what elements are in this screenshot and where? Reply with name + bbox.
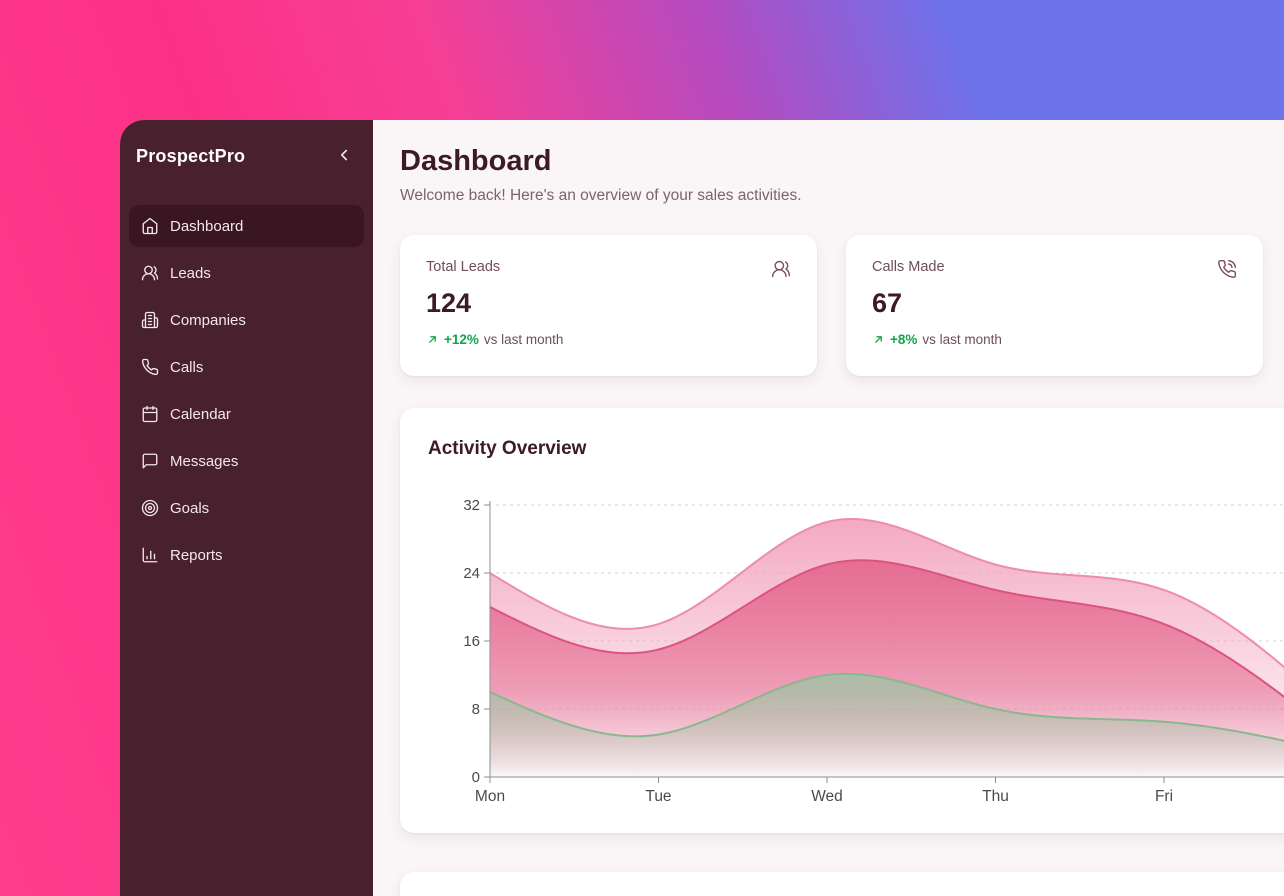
sidebar-item-goals[interactable]: Goals [129,487,364,529]
sidebar: ProspectPro Dashboard Leads Companies Ca… [120,120,373,896]
app-title: ProspectPro [136,146,246,166]
page-title: Dashboard [400,145,552,177]
stat-card-calls-made: Calls Made 67 +8% vs last month [846,235,1263,376]
svg-text:32: 32 [463,497,480,514]
trend-up-icon [426,333,439,346]
trend-percent: +8% [890,332,918,347]
svg-text:Wed: Wed [811,788,843,805]
users-icon [771,259,791,279]
phone-icon [141,358,159,376]
chart-title: Activity Overview [428,438,587,459]
sidebar-item-leads[interactable]: Leads [129,252,364,294]
sidebar-item-label: Reports [170,546,223,564]
sidebar-item-label: Goals [170,499,210,517]
trend-note: vs last month [922,332,1002,347]
stats-row: Total Leads 124 +12% vs last month Calls… [400,235,1263,376]
sidebar-item-label: Leads [170,264,211,282]
message-square-icon [141,452,159,470]
sidebar-item-label: Calls [170,358,204,376]
calendar-icon [141,405,159,423]
sidebar-item-calls[interactable]: Calls [129,346,364,388]
stat-card-header: Total Leads [426,259,791,279]
phone-call-icon [1217,259,1237,279]
line-band-rose [489,559,1284,698]
activity-overview-card: Activity Overview 0 8 16 24 32 Mon Tue Wed Thu Fr… [400,408,1284,833]
building-icon [141,311,159,329]
line-band-green [489,672,1284,742]
sidebar-item-dashboard[interactable]: Dashboard [129,205,364,247]
activity-area-chart: 0 8 16 24 32 Mon Tue Wed Thu Fri [463,497,1284,805]
sidebar-item-label: Dashboard [170,217,244,235]
stat-trend: +12% vs last month [426,332,791,347]
trend-percent: +12% [444,332,479,347]
stat-value: 67 [872,288,903,318]
chevron-left-icon [335,146,353,167]
stat-value: 124 [426,288,472,318]
svg-text:Mon: Mon [475,788,505,805]
trend-up-icon [872,333,885,346]
bar-chart-icon [141,546,159,564]
stat-card-total-leads: Total Leads 124 +12% vs last month [400,235,817,376]
main-content: Dashboard Welcome back! Here's an overvi… [373,120,1284,896]
stat-trend: +8% vs last month [872,332,1237,347]
target-icon [141,499,159,517]
svg-text:0: 0 [472,769,480,786]
sidebar-item-label: Companies [170,311,246,329]
area-band-green [490,673,1284,777]
partial-card-below [400,872,1284,896]
sidebar-item-messages[interactable]: Messages [129,440,364,482]
svg-text:Tue: Tue [645,788,671,805]
users-icon [141,264,159,282]
stat-label: Calls Made [872,259,945,275]
stat-label: Total Leads [426,259,501,275]
svg-text:Fri: Fri [1155,788,1173,805]
svg-text:Thu: Thu [982,788,1009,805]
sidebar-item-calendar[interactable]: Calendar [129,393,364,435]
svg-text:24: 24 [463,565,480,582]
svg-text:8: 8 [472,701,480,718]
line-band-light-pink [489,518,1284,669]
home-icon [141,217,159,235]
sidebar-collapse-button[interactable] [335,146,353,167]
sidebar-header: ProspectPro [136,146,353,167]
sidebar-item-label: Messages [170,452,239,470]
app-window: ProspectPro Dashboard Leads Companies Ca… [120,120,1284,896]
sidebar-item-reports[interactable]: Reports [129,534,364,576]
stat-card-header: Calls Made [872,259,1237,279]
sidebar-item-label: Calendar [170,405,231,423]
sidebar-item-companies[interactable]: Companies [129,299,364,341]
page-subtitle: Welcome back! Here's an overview of your… [400,187,802,204]
svg-text:16: 16 [463,633,480,650]
trend-note: vs last month [483,332,564,347]
sidebar-nav: Dashboard Leads Companies Calls Calendar… [129,205,364,581]
